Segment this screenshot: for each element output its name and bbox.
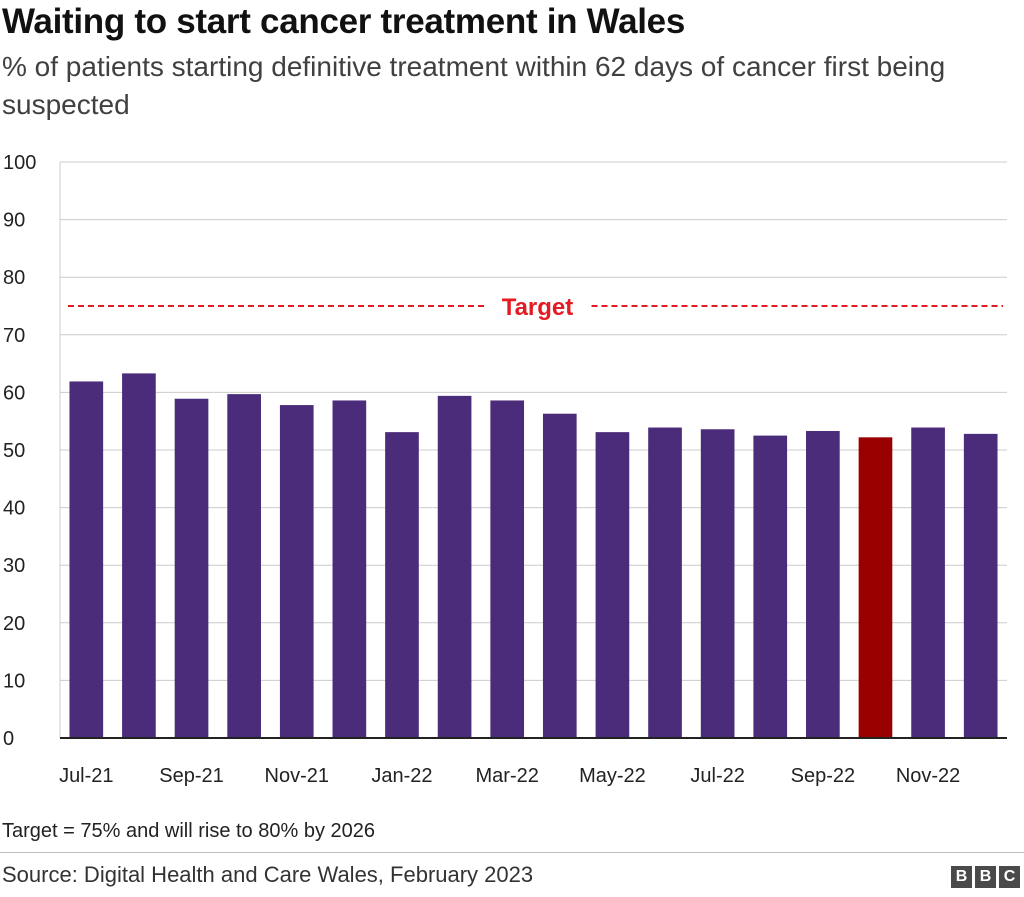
bar <box>385 432 419 738</box>
bar <box>753 435 788 738</box>
divider <box>0 852 1024 853</box>
y-tick-label: 60 <box>3 382 25 404</box>
bar <box>122 373 156 738</box>
y-axis-ticks: 0 10 20 30 40 50 60 70 80 90 100 <box>3 152 36 750</box>
source-text: Source: Digital Health and Care Wales, F… <box>2 862 534 887</box>
bbc-logo: B B C <box>951 866 1020 888</box>
bar <box>648 427 682 738</box>
bar <box>700 429 735 738</box>
chart-title: Waiting to start cancer treatment in Wal… <box>2 2 686 41</box>
bar-chart: 0 10 20 30 40 50 60 70 80 90 100 Jul-21 Sep-21 Nov-2… <box>3 152 1007 787</box>
y-tick-label: 30 <box>3 555 25 577</box>
y-tick-label: 50 <box>3 440 25 462</box>
x-tick-label: Jul-22 <box>690 765 744 787</box>
chart-subtitle: % of patients starting definitive treatm… <box>2 51 946 120</box>
y-tick-label: 0 <box>3 728 14 750</box>
y-tick-label: 90 <box>3 210 25 232</box>
gridlines <box>60 161 1007 681</box>
x-tick-label: Sep-22 <box>791 765 856 787</box>
bars <box>69 373 998 738</box>
bar <box>174 398 209 738</box>
x-tick-label: Jan-22 <box>371 765 432 787</box>
y-tick-label: 100 <box>3 152 36 174</box>
bar <box>490 400 525 738</box>
x-tick-label: Jul-21 <box>59 765 113 787</box>
y-tick-label: 10 <box>3 670 25 692</box>
x-tick-label: Nov-22 <box>896 765 960 787</box>
logo-letter: C <box>999 866 1020 888</box>
target-label: Target <box>502 294 574 321</box>
y-tick-label: 80 <box>3 267 25 289</box>
bar <box>963 433 998 738</box>
y-tick-label: 70 <box>3 325 25 347</box>
x-tick-label: May-22 <box>579 765 646 787</box>
bar <box>542 413 577 738</box>
bar <box>911 427 945 738</box>
x-axis-ticks: Jul-21 Sep-21 Nov-21 Jan-22 Mar-22 May-22 Jul-… <box>59 765 960 787</box>
x-tick-label: Nov-21 <box>265 765 329 787</box>
y-tick-label: 20 <box>3 613 25 635</box>
footnote: Target = 75% and will rise to 80% by 202… <box>2 820 375 842</box>
bar <box>332 400 367 738</box>
bar <box>595 432 630 738</box>
bar <box>227 394 261 738</box>
y-tick-label: 40 <box>3 498 25 520</box>
x-tick-label: Sep-21 <box>159 765 224 787</box>
x-tick-label: Mar-22 <box>476 765 539 787</box>
target-line-group: Target <box>68 294 1003 321</box>
bar <box>279 405 314 738</box>
logo-letter: B <box>975 866 996 888</box>
bar <box>437 395 472 738</box>
logo-letter: B <box>951 866 972 888</box>
bar <box>69 381 104 738</box>
bar <box>806 430 840 738</box>
bar <box>858 437 893 738</box>
